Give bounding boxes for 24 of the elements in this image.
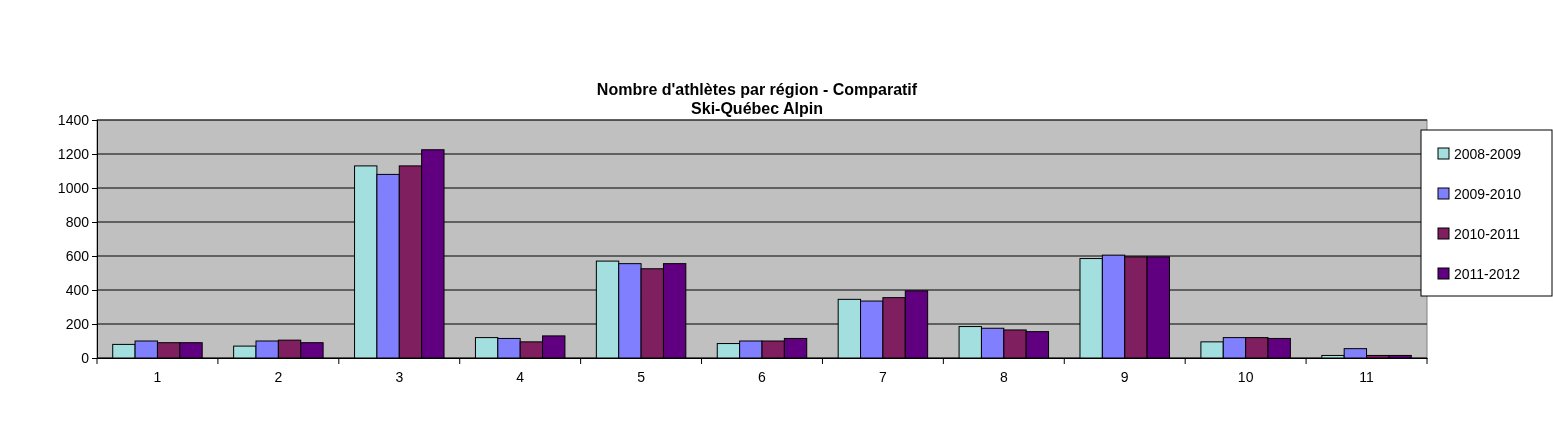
x-tick-label: 7 <box>879 368 888 385</box>
y-tick-label: 400 <box>65 281 90 298</box>
legend-label: 2011-2012 <box>1454 266 1521 282</box>
y-tick-label: 1000 <box>57 179 90 196</box>
x-tick-label: 5 <box>637 368 646 385</box>
x-tick-label: 9 <box>1120 368 1129 385</box>
legend-label: 2010-2011 <box>1454 226 1521 242</box>
y-tick-label: 1400 <box>57 111 90 128</box>
y-tick-label: 1200 <box>57 145 90 162</box>
y-tick-label: 0 <box>81 349 90 366</box>
x-tick-label: 1 <box>153 368 162 385</box>
y-tick-label: 800 <box>65 213 90 230</box>
y-tick-label: 200 <box>65 315 90 332</box>
x-tick-label: 2 <box>274 368 283 385</box>
legend-label: 2008-2009 <box>1454 146 1522 162</box>
x-tick-label: 11 <box>1359 368 1375 385</box>
x-tick-label: 4 <box>516 368 525 385</box>
x-tick-label: 6 <box>758 368 767 385</box>
x-tick-label: 8 <box>999 368 1008 385</box>
chart-title: Nombre d'athlètes par région - Comparatif Ski-Québec Alpin <box>596 81 918 117</box>
y-tick-label: 600 <box>65 247 90 264</box>
x-tick-label: 10 <box>1237 368 1254 385</box>
x-tick-label: 3 <box>395 368 404 385</box>
legend-label: 2009-2010 <box>1454 186 1522 202</box>
